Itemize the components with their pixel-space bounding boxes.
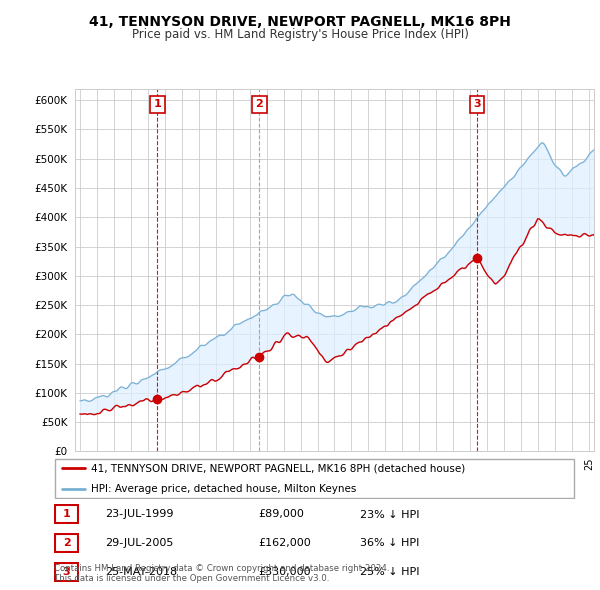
Text: 41, TENNYSON DRIVE, NEWPORT PAGNELL, MK16 8PH: 41, TENNYSON DRIVE, NEWPORT PAGNELL, MK1… bbox=[89, 15, 511, 30]
Text: 29-JUL-2005: 29-JUL-2005 bbox=[105, 539, 173, 548]
Text: £162,000: £162,000 bbox=[258, 539, 311, 548]
Text: 1: 1 bbox=[154, 99, 161, 109]
Text: Contains HM Land Registry data © Crown copyright and database right 2024.
This d: Contains HM Land Registry data © Crown c… bbox=[54, 563, 389, 583]
Text: HPI: Average price, detached house, Milton Keynes: HPI: Average price, detached house, Milt… bbox=[91, 484, 356, 493]
Text: 23-JUL-1999: 23-JUL-1999 bbox=[105, 510, 173, 519]
FancyBboxPatch shape bbox=[55, 459, 574, 498]
Text: 41, TENNYSON DRIVE, NEWPORT PAGNELL, MK16 8PH (detached house): 41, TENNYSON DRIVE, NEWPORT PAGNELL, MK1… bbox=[91, 464, 465, 473]
Text: 1: 1 bbox=[63, 509, 70, 519]
Text: Price paid vs. HM Land Registry's House Price Index (HPI): Price paid vs. HM Land Registry's House … bbox=[131, 28, 469, 41]
Text: £89,000: £89,000 bbox=[258, 510, 304, 519]
Text: 25% ↓ HPI: 25% ↓ HPI bbox=[360, 568, 419, 577]
Text: 25-MAY-2018: 25-MAY-2018 bbox=[105, 568, 177, 577]
FancyBboxPatch shape bbox=[55, 563, 78, 581]
Text: 2: 2 bbox=[256, 99, 263, 109]
Text: 3: 3 bbox=[63, 567, 70, 577]
Text: 3: 3 bbox=[473, 99, 481, 109]
Text: 23% ↓ HPI: 23% ↓ HPI bbox=[360, 510, 419, 519]
Text: £330,000: £330,000 bbox=[258, 568, 311, 577]
FancyBboxPatch shape bbox=[55, 535, 78, 552]
FancyBboxPatch shape bbox=[55, 506, 78, 523]
Text: 36% ↓ HPI: 36% ↓ HPI bbox=[360, 539, 419, 548]
Text: 2: 2 bbox=[63, 538, 70, 548]
